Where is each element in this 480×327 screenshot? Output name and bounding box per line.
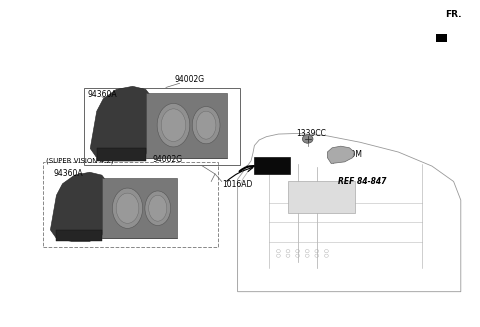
Ellipse shape: [112, 188, 143, 228]
Text: 1016AD: 1016AD: [222, 180, 252, 189]
Polygon shape: [90, 86, 156, 161]
Polygon shape: [146, 93, 228, 158]
Polygon shape: [50, 172, 111, 241]
Text: 96360M: 96360M: [331, 150, 362, 159]
Polygon shape: [327, 146, 354, 164]
Text: 1339CC: 1339CC: [297, 129, 326, 138]
Ellipse shape: [161, 109, 186, 142]
Text: FR.: FR.: [445, 10, 462, 19]
Ellipse shape: [196, 111, 216, 139]
Ellipse shape: [157, 103, 190, 147]
Text: 94002G: 94002G: [153, 155, 183, 164]
Polygon shape: [97, 148, 146, 161]
Text: 94002G: 94002G: [175, 75, 204, 84]
Ellipse shape: [302, 135, 313, 143]
Text: 94360A: 94360A: [88, 90, 118, 99]
Bar: [84, 88, 240, 165]
Ellipse shape: [192, 107, 220, 144]
Ellipse shape: [149, 195, 167, 221]
Ellipse shape: [145, 191, 170, 226]
Bar: [254, 157, 290, 174]
Polygon shape: [102, 178, 178, 238]
Polygon shape: [436, 34, 447, 42]
Bar: [288, 181, 355, 213]
Text: REF 84-847: REF 84-847: [338, 177, 387, 186]
Polygon shape: [57, 230, 102, 241]
Text: (SUPER VISION 4.2): (SUPER VISION 4.2): [46, 157, 113, 164]
Bar: [43, 162, 218, 247]
Ellipse shape: [116, 193, 139, 223]
Text: 94360A: 94360A: [54, 169, 84, 179]
